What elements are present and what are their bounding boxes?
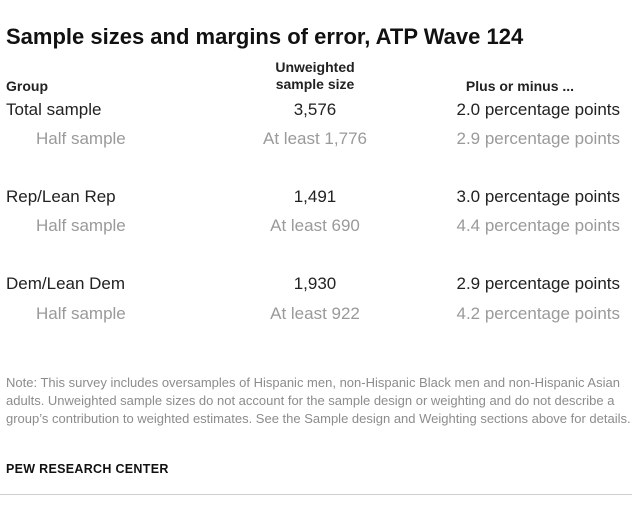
row-rep-lean-rep-size: 1,491 bbox=[293, 187, 337, 206]
row-dem-half-sample-group: Half sample bbox=[36, 304, 126, 323]
row-rep-lean-rep-group: Rep/Lean Rep bbox=[6, 187, 116, 206]
column-header-group: Group bbox=[6, 78, 48, 94]
footnote: Note: This survey includes oversamples o… bbox=[6, 375, 631, 426]
column-header-margin-of-error: Plus or minus ... bbox=[465, 78, 575, 94]
source-credit: PEW RESEARCH CENTER bbox=[6, 462, 169, 476]
row-rep-lean-rep-moe: 3.0 percentage points bbox=[456, 187, 620, 206]
row-dem-lean-dem-group: Dem/Lean Dem bbox=[6, 274, 126, 293]
bottom-divider bbox=[0, 494, 632, 495]
row-total-half-sample-size: At least 1,776 bbox=[263, 129, 367, 148]
row-dem-lean-dem-size: 1,930 bbox=[293, 274, 337, 293]
row-rep-half-sample-group: Half sample bbox=[36, 216, 126, 235]
row-total-sample-group: Total sample bbox=[6, 100, 102, 119]
page-title: Sample sizes and margins of error, ATP W… bbox=[6, 24, 524, 49]
row-rep-half-sample-moe: 4.4 percentage points bbox=[456, 216, 620, 235]
row-rep-half-sample-size: At least 690 bbox=[270, 216, 360, 235]
row-total-sample-size: 3,576 bbox=[293, 100, 337, 119]
row-total-half-sample-moe: 2.9 percentage points bbox=[456, 129, 620, 148]
row-dem-half-sample-size: At least 922 bbox=[270, 304, 360, 323]
row-dem-half-sample-moe: 4.2 percentage points bbox=[456, 304, 620, 323]
column-header-sample-size-line2: sample size bbox=[275, 76, 355, 92]
row-total-sample-moe: 2.0 percentage points bbox=[456, 100, 620, 119]
row-total-half-sample-group: Half sample bbox=[36, 129, 126, 148]
column-header-sample-size-line1: Unweighted bbox=[275, 59, 355, 75]
column-header-sample-size: Unweighted sample size bbox=[230, 59, 400, 93]
row-dem-lean-dem-moe: 2.9 percentage points bbox=[456, 274, 620, 293]
